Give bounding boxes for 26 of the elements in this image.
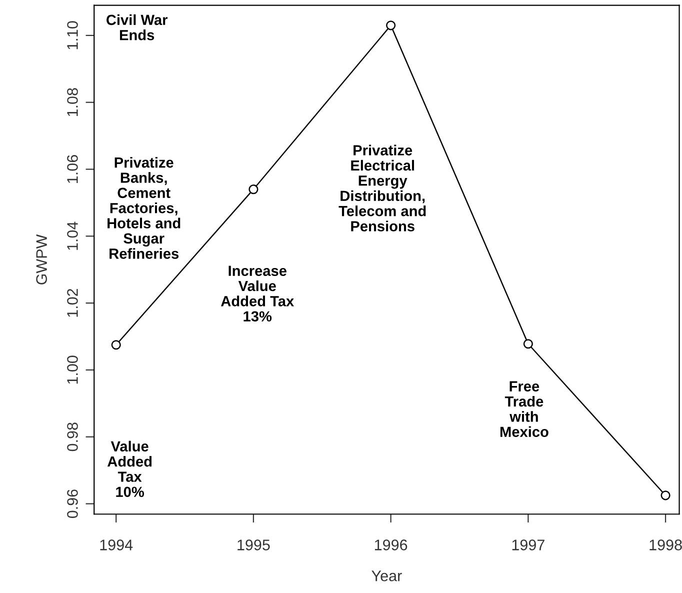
x-tick-label: 1994 — [100, 540, 133, 550]
point — [660, 490, 670, 500]
y-tick-label: 1.08 — [67, 88, 78, 116]
y-axis-title: GWPW — [36, 234, 47, 284]
x-tick-label: 1998 — [650, 540, 682, 550]
annotation: Increase Value Added Tax 13% — [221, 266, 294, 322]
y-tick-label: 0.98 — [67, 422, 78, 452]
x-tick-label: 1996 — [374, 540, 408, 550]
y-tick-label: 1.10 — [67, 21, 78, 50]
y-tick-label: 1.04 — [67, 222, 78, 250]
y-tick-label: 1.00 — [67, 356, 78, 384]
annotation: Privatize Banks, Cement Factories, Hotels and Sugar Refineries — [108, 156, 180, 259]
annotation: Free Trade with Mexico — [500, 381, 548, 438]
point — [248, 184, 258, 194]
point — [111, 340, 121, 350]
annotation: Civil War Ends — [106, 14, 168, 40]
point — [523, 339, 533, 349]
y-tick-label: 0.96 — [67, 490, 78, 518]
annotation: Privatize Electrical Energy Distribution, Telecom and Pensions — [338, 144, 426, 232]
x-tick-label: 1995 — [238, 540, 270, 550]
point — [386, 20, 396, 30]
x-tick-label: 1997 — [512, 540, 544, 550]
y-tick-label: 1.02 — [67, 288, 78, 317]
y-tick-label: 1.06 — [67, 155, 78, 183]
annotation: Value Added Tax 10% — [107, 440, 152, 498]
x-axis-title: Year — [372, 570, 402, 582]
